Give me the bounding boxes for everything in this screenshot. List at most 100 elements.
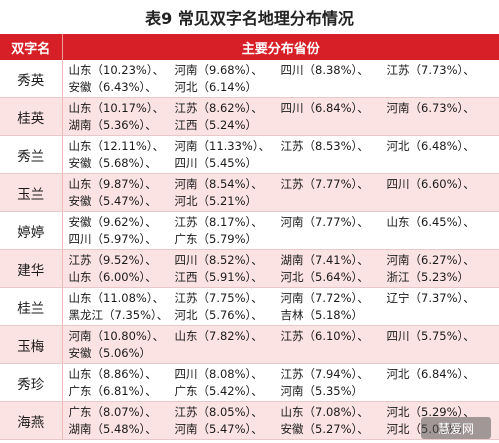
province-entry: 四川（8.38%）、 — [280, 62, 369, 77]
province-distribution-cell: 山东（10.23%）、 河南（9.68%）、 四川（8.38%）、 江苏（7.73%）… — [62, 60, 499, 98]
distribution-line: 广东（8.07%）、 江苏（8.05%）、 山东（7.08%）、 河北（5.29%）、 — [69, 404, 499, 421]
distribution-line: 黑龙江（7.35%）、 河北（5.76%）、 吉林（5.18%） — [69, 307, 499, 324]
table-row: 秀兰 山东（12.11%）、 河南（11.33%）、 江苏（8.53%）、 河北（6.4… — [0, 135, 499, 174]
province-distribution-cell: 江苏（9.52%）、 四川（8.52%）、 湖南（7.41%）、 河南（6.27%）、… — [62, 249, 499, 288]
province-entry: 山东（9.87%）、 — [68, 176, 157, 191]
given-name-cell: 海燕 — [0, 401, 63, 440]
province-entry: 广东（5.42%）、 — [174, 383, 263, 398]
province-entry: 河北（5.76%）、 — [174, 307, 263, 322]
province-entry: 山东（7.08%）、 — [280, 404, 369, 419]
table-row: 婷婷 安徽（9.62%）、 江苏（8.17%）、 河南（7.77%）、 山东（6.45%… — [0, 211, 499, 250]
province-entry: 江苏（7.73%）、 — [386, 62, 475, 77]
name-distribution-table: 双字名 主要分布省份 秀英 山东（10.23%）、 河南（9.68%）、 四川（8.3… — [0, 34, 499, 440]
distribution-line: 安徽（9.62%）、 江苏（8.17%）、 河南（7.77%）、 山东（6.45%）、 — [69, 214, 499, 231]
province-distribution-cell: 山东（10.17%）、 江苏（8.62%）、 四川（6.84%）、 河南（6.73%）… — [62, 97, 499, 136]
province-entry: 山东（6.00%）、 — [68, 269, 157, 284]
given-name-cell: 玉梅 — [0, 325, 63, 364]
distribution-line: 江苏（9.52%）、 四川（8.52%）、 湖南（7.41%）、 河南（6.27%）、 — [69, 252, 499, 269]
given-name-cell: 桂兰 — [0, 287, 63, 326]
province-entry: 四川（6.60%）、 — [386, 176, 475, 191]
province-entry: 四川（8.08%）、 — [174, 366, 263, 381]
distribution-line: 安徽（5.06%） — [69, 345, 499, 362]
province-entry: 江苏（6.10%）、 — [280, 328, 369, 343]
distribution-line: 湖南（5.36%）、 江西（5.24%） — [69, 117, 499, 134]
distribution-line: 安徽（6.43%）、 河北（6.14%） — [69, 79, 499, 96]
province-distribution-cell: 安徽（9.62%）、 江苏（8.17%）、 河南（7.77%）、 山东（6.45%）、… — [62, 211, 499, 250]
given-name-cell: 秀兰 — [0, 135, 63, 174]
province-entry: 吉林（5.18%） — [280, 307, 364, 322]
province-entry: 江苏（8.53%）、 — [280, 138, 369, 153]
table-row: 玉兰 山东（9.87%）、 河南（8.54%）、 江苏（7.77%）、 四川（6.60%… — [0, 173, 499, 212]
province-entry: 安徽（9.62%）、 — [68, 214, 157, 229]
province-distribution-cell: 山东（12.11%）、 河南（11.33%）、 江苏（8.53%）、 河北（6.48%… — [62, 135, 499, 174]
watermark-logo: 慧爱网 — [421, 417, 491, 439]
province-entry: 山东（6.45%）、 — [386, 214, 475, 229]
province-distribution-cell: 河南（10.80%）、 山东（7.82%）、 江苏（6.10%）、 四川（5.75%）… — [62, 325, 499, 364]
table-body: 秀英 山东（10.23%）、 河南（9.68%）、 四川（8.38%）、 江苏（7.73… — [0, 60, 499, 440]
province-entry: 山东（12.11%）、 — [68, 138, 165, 153]
province-entry: 河南（10.80%）、 — [68, 328, 165, 343]
distribution-line: 山东（10.23%）、 河南（9.68%）、 四川（8.38%）、 江苏（7.73%）… — [69, 62, 499, 79]
province-entry: 山东（7.82%）、 — [174, 328, 263, 343]
province-entry: 广东（5.79%） — [174, 231, 258, 246]
province-entry: 河北（5.29%）、 — [386, 404, 475, 419]
province-distribution-cell: 山东（11.08%）、 江苏（7.75%）、 河南（7.72%）、 辽宁（7.37%）… — [62, 287, 499, 326]
province-entry: 山东（10.17%）、 — [68, 100, 165, 115]
distribution-line: 山东（10.17%）、 江苏（8.62%）、 四川（6.84%）、 河南（6.73%）… — [69, 100, 499, 117]
province-entry: 辽宁（7.37%）、 — [386, 290, 475, 305]
province-entry: 江西（5.91%）、 — [174, 269, 263, 284]
province-entry: 江苏（8.17%）、 — [174, 214, 263, 229]
province-entry: 山东（11.08%）、 — [68, 290, 165, 305]
province-entry: 江苏（9.52%）、 — [68, 252, 157, 267]
header-row: 双字名 主要分布省份 — [0, 34, 499, 60]
province-entry: 安徽（5.06%） — [68, 345, 152, 360]
header-provinces: 主要分布省份 — [62, 34, 499, 60]
province-entry: 江西（5.24%） — [174, 117, 258, 132]
province-entry: 河南（6.73%）、 — [386, 100, 475, 115]
province-entry: 四川（6.84%）、 — [280, 100, 369, 115]
province-entry: 河南（5.47%）、 — [174, 421, 263, 436]
province-entry: 河南（7.72%）、 — [280, 290, 369, 305]
province-entry: 江苏（7.94%）、 — [280, 366, 369, 381]
province-entry: 江苏（7.75%）、 — [174, 290, 263, 305]
given-name-cell: 秀珍 — [0, 363, 63, 402]
province-entry: 河南（6.27%）、 — [386, 252, 475, 267]
province-entry: 安徽（5.68%）、 — [68, 155, 157, 170]
province-entry: 河北（6.14%） — [174, 79, 258, 94]
province-entry: 湖南（5.48%）、 — [68, 421, 157, 436]
province-entry: 河南（8.54%）、 — [174, 176, 263, 191]
province-distribution-cell: 山东（9.87%）、 河南（8.54%）、 江苏（7.77%）、 四川（6.60%）、… — [62, 173, 499, 212]
province-entry: 河南（5.35%） — [280, 383, 364, 398]
distribution-line: 四川（5.97%）、 广东（5.79%） — [69, 231, 499, 248]
province-entry: 江苏（8.05%）、 — [174, 404, 263, 419]
province-entry: 河南（7.77%）、 — [280, 214, 369, 229]
province-entry: 四川（8.52%）、 — [174, 252, 263, 267]
province-entry: 广东（6.81%）、 — [68, 383, 157, 398]
province-entry: 河北（6.84%）、 — [386, 366, 475, 381]
table-row: 桂兰 山东（11.08%）、 江苏（7.75%）、 河南（7.72%）、 辽宁（7.37… — [0, 287, 499, 326]
distribution-line: 安徽（5.68%）、 四川（5.45%） — [69, 155, 499, 172]
distribution-line: 山东（8.86%）、 四川（8.08%）、 江苏（7.94%）、 河北（6.84%）、 — [69, 366, 499, 383]
distribution-line: 山东（9.87%）、 河南（8.54%）、 江苏（7.77%）、 四川（6.60%）、 — [69, 176, 499, 193]
province-entry: 湖南（5.36%）、 — [68, 117, 157, 132]
province-entry: 河南（11.33%）、 — [174, 138, 271, 153]
table-row: 桂英 山东（10.17%）、 江苏（8.62%）、 四川（6.84%）、 河南（6.73… — [0, 97, 499, 136]
province-entry: 江苏（8.62%）、 — [174, 100, 263, 115]
table-title: 表9 常见双字名地理分布情况 — [145, 9, 354, 28]
distribution-line: 山东（11.08%）、 江苏（7.75%）、 河南（7.72%）、 辽宁（7.37%）… — [69, 290, 499, 307]
distribution-line: 安徽（5.47%）、 河北（5.21%） — [69, 193, 499, 210]
province-distribution-cell: 山东（8.86%）、 四川（8.08%）、 江苏（7.94%）、 河北（6.84%）、… — [62, 363, 499, 402]
given-name-cell: 玉兰 — [0, 173, 63, 212]
province-entry: 四川（5.97%）、 — [68, 231, 157, 246]
province-entry: 四川（5.45%） — [174, 155, 258, 170]
province-entry: 安徽（5.47%）、 — [68, 193, 157, 208]
given-name-cell: 婷婷 — [0, 211, 63, 250]
distribution-line: 山东（12.11%）、 河南（11.33%）、 江苏（8.53%）、 河北（6.48%… — [69, 138, 499, 155]
header-name: 双字名 — [0, 34, 63, 60]
given-name-cell: 建华 — [0, 249, 63, 288]
province-entry: 河南（9.68%）、 — [174, 62, 263, 77]
province-entry: 四川（5.75%）、 — [386, 328, 475, 343]
distribution-line: 河南（10.80%）、 山东（7.82%）、 江苏（6.10%）、 四川（5.75%）… — [69, 328, 499, 345]
province-entry: 河北（5.64%）、 — [280, 269, 369, 284]
province-entry: 安徽（6.43%）、 — [68, 79, 157, 94]
